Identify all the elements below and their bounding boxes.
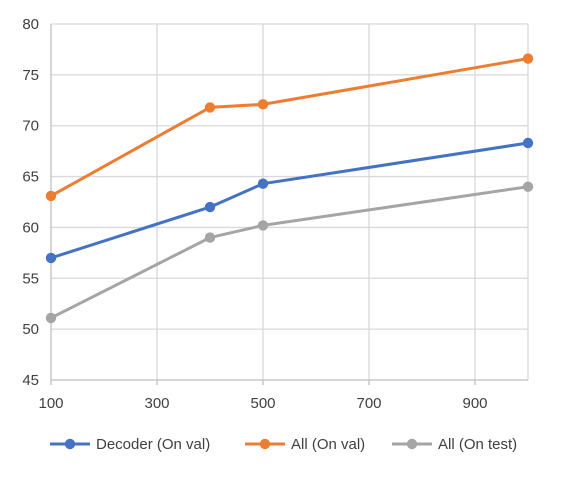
- legend-marker-swatch: [406, 438, 418, 450]
- legend-marker-swatch: [259, 438, 271, 450]
- x-tick-label: 100: [38, 395, 63, 412]
- legend-label: All (On val): [291, 436, 365, 453]
- series-0: [45, 137, 534, 264]
- series-1: [45, 53, 534, 202]
- data-point: [45, 252, 57, 264]
- data-point: [204, 232, 216, 243]
- series-group: [45, 53, 534, 324]
- y-tick-label: 80: [22, 16, 39, 33]
- gridlines: [51, 23, 529, 380]
- data-point: [45, 312, 57, 324]
- data-point: [522, 137, 534, 149]
- legend-label: All (On test): [438, 436, 517, 453]
- y-tick-label: 55: [22, 270, 39, 287]
- y-tick-label: 45: [22, 372, 39, 389]
- data-point: [257, 99, 269, 110]
- legend-item: All (On test): [392, 436, 517, 453]
- data-point: [45, 190, 57, 202]
- data-point: [522, 53, 534, 64]
- data-point: [257, 220, 269, 231]
- data-point: [204, 201, 216, 213]
- x-tick-label: 700: [356, 395, 381, 412]
- legend: Decoder (On val) All (On val) All (On test…: [50, 436, 517, 453]
- y-tick-label: 60: [22, 219, 39, 236]
- x-tick-label: 900: [462, 395, 487, 412]
- x-tick-label: 300: [144, 395, 169, 412]
- legend-marker-swatch: [64, 438, 76, 450]
- series-2: [45, 181, 534, 324]
- y-tick-label: 75: [22, 67, 39, 84]
- data-point: [204, 102, 216, 113]
- legend-item: Decoder (On val): [50, 436, 210, 453]
- y-tick-label: 70: [22, 118, 39, 135]
- y-tick-label: 65: [22, 169, 39, 186]
- data-point: [257, 178, 269, 189]
- data-point: [522, 181, 534, 192]
- legend-label: Decoder (On val): [96, 436, 210, 453]
- y-tick-label: 50: [22, 321, 39, 338]
- series-line: [49, 141, 530, 260]
- x-tick-label: 500: [250, 395, 275, 412]
- series-line: [49, 57, 530, 198]
- series-line: [49, 185, 530, 320]
- legend-item: All (On val): [245, 436, 365, 453]
